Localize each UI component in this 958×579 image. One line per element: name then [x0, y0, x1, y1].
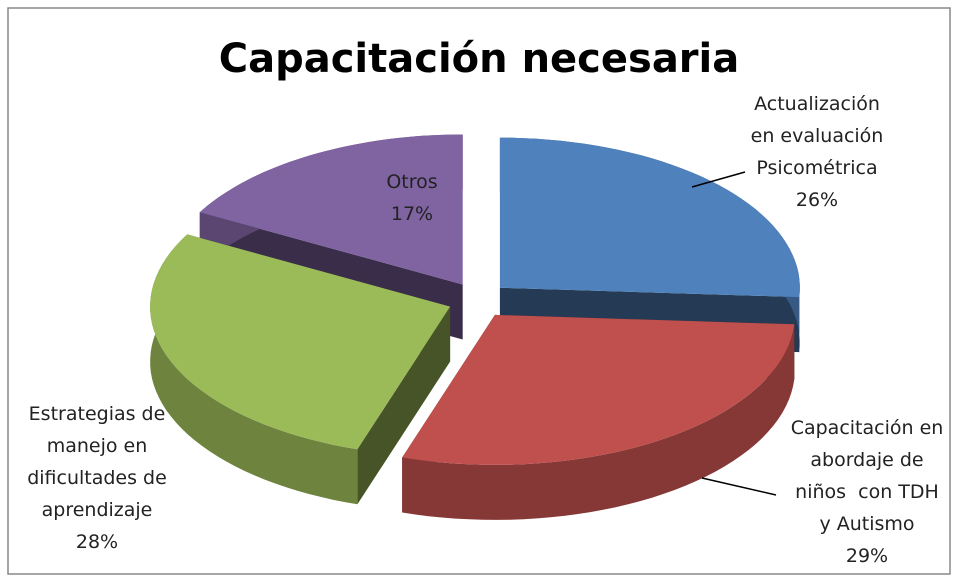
data-label: Actualización en evaluación Psicométrica…: [751, 88, 884, 216]
slice: [199, 134, 463, 285]
slice: [499, 137, 800, 298]
slice-side: [402, 324, 795, 520]
data-label: Otros 17%: [386, 166, 437, 230]
slice: [402, 314, 795, 465]
value-label: 28%: [75, 531, 119, 553]
category-label: Otros: [386, 171, 438, 193]
data-label: Capacitación en abordaje de niños con TD…: [791, 412, 944, 572]
value-label: 29%: [845, 545, 889, 567]
value-label: 17%: [390, 203, 434, 225]
slice-side: [357, 306, 451, 505]
category-label: Actualización en evaluación Psicométrica: [750, 93, 884, 179]
value-label: 26%: [795, 189, 839, 211]
slice: [150, 234, 451, 450]
chart-title: Capacitación necesaria: [218, 36, 740, 82]
slice-side: [150, 234, 358, 505]
leader-line: [691, 171, 746, 188]
category-label: Capacitación en abordaje de niños con TD…: [790, 417, 944, 535]
category-label: Estrategias de manejo en dificultades de…: [27, 403, 167, 521]
leader-line: [701, 477, 777, 496]
slices: [150, 134, 800, 520]
data-label: Estrategias de manejo en dificultades de…: [27, 398, 167, 558]
